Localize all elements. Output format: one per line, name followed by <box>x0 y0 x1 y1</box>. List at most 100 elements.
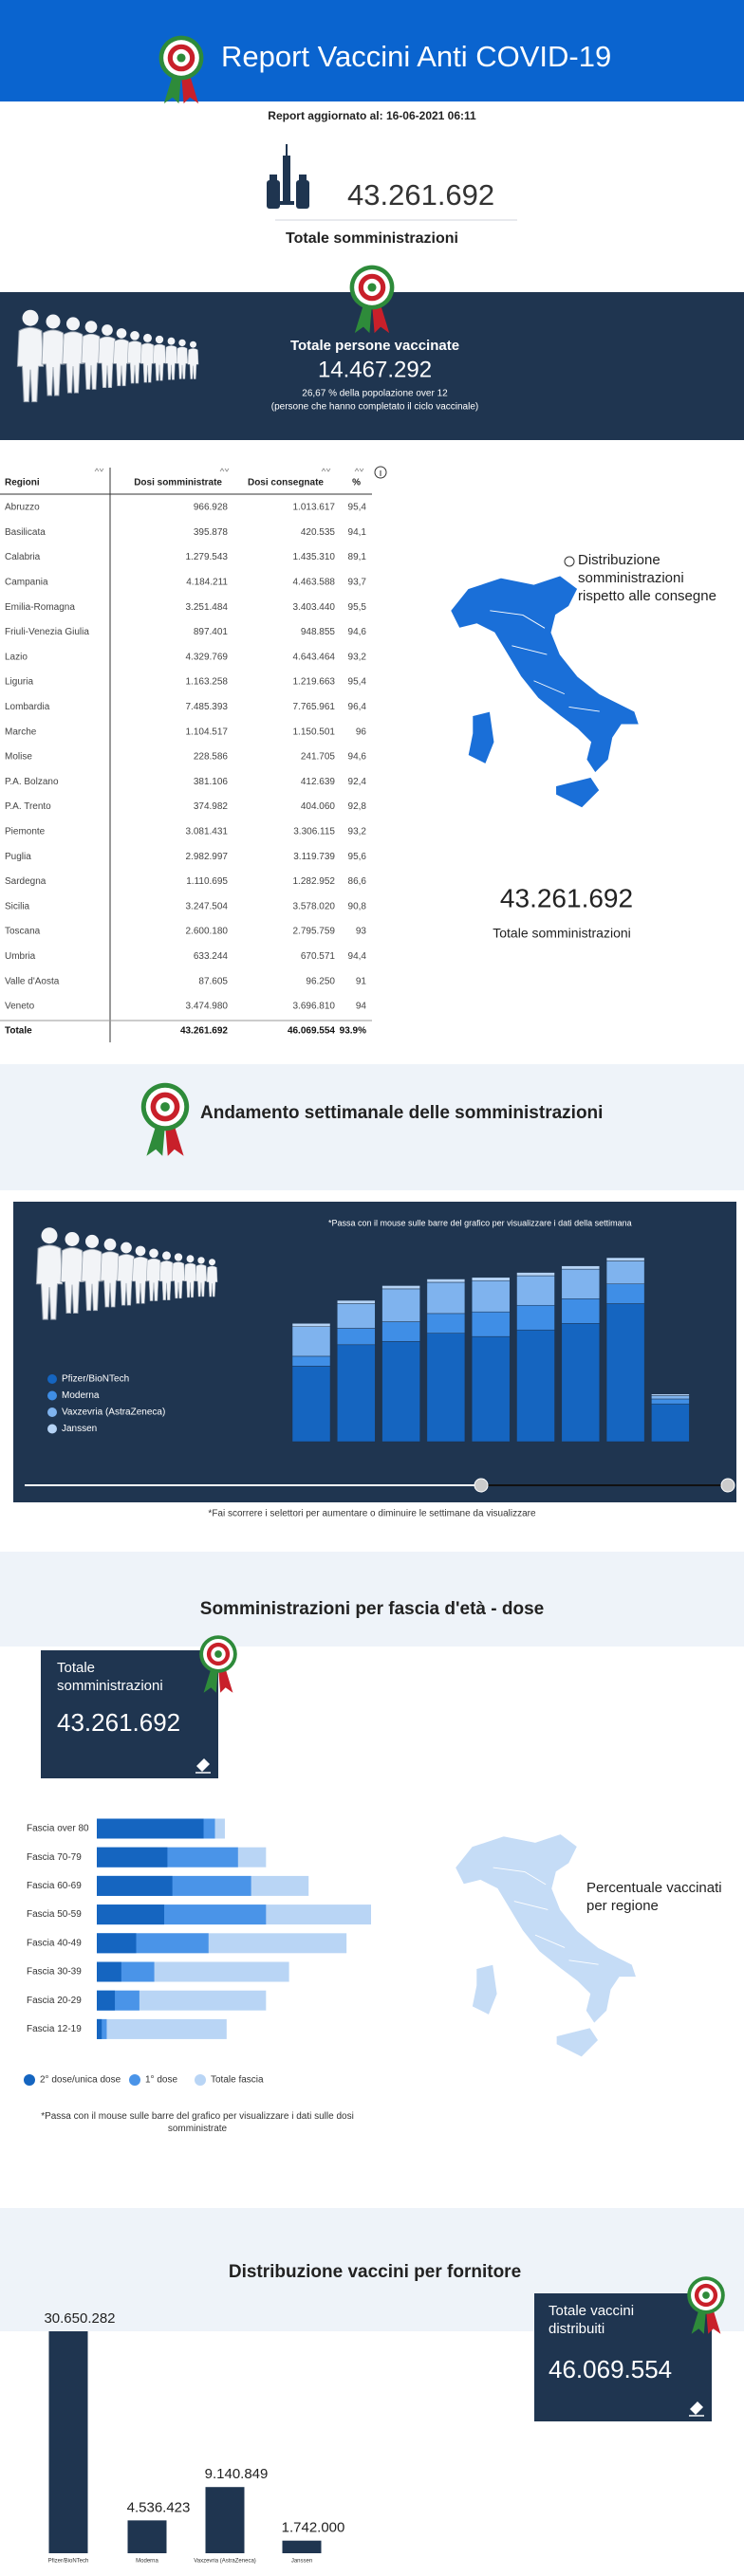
table-cell: 7.765.961 <box>293 702 336 712</box>
italy-map[interactable] <box>450 575 640 809</box>
y-tick-label: Fascia 40-49 <box>27 1938 82 1948</box>
table-cell: 93,2 <box>348 827 367 837</box>
table-cell: 1.163.258 <box>186 677 229 688</box>
sort-arrows[interactable] <box>219 468 230 472</box>
bar-segment[interactable] <box>471 1277 511 1281</box>
total-cell: 46.069.554 <box>288 1026 335 1037</box>
bar[interactable] <box>97 1961 121 1982</box>
info-icon[interactable] <box>564 556 575 567</box>
bar[interactable] <box>97 2018 102 2039</box>
bar[interactable] <box>205 2487 245 2553</box>
value-label: 4.536.423 <box>127 2499 191 2515</box>
box-label: Totale vaccini distribuiti <box>549 2303 635 2337</box>
region-name: Valle d'Aosta <box>5 976 60 986</box>
y-tick-label: Fascia 60-69 <box>27 1881 82 1891</box>
y-tick-label: Fascia 30-39 <box>27 1967 82 1978</box>
table-cell: 404.060 <box>301 801 336 812</box>
table-cell: 94,6 <box>348 752 367 763</box>
bar-segment[interactable] <box>337 1303 376 1329</box>
bar-segment[interactable] <box>291 1366 331 1443</box>
bar[interactable] <box>97 1847 168 1868</box>
bar-segment[interactable] <box>291 1323 331 1328</box>
bar-segment[interactable] <box>426 1281 466 1315</box>
bar-segment[interactable] <box>291 1326 331 1357</box>
column-header[interactable]: % <box>352 478 361 488</box>
legend-marker <box>47 1374 57 1384</box>
bar[interactable] <box>97 1875 173 1896</box>
bar-segment[interactable] <box>605 1283 645 1304</box>
bar-segment[interactable] <box>381 1321 420 1342</box>
sort-arrows[interactable] <box>354 468 364 472</box>
table-cell: 420.535 <box>301 527 336 538</box>
bar-segment[interactable] <box>651 1395 690 1400</box>
sort-arrows[interactable] <box>321 468 331 472</box>
info-icon[interactable] <box>374 466 387 479</box>
bar-segment[interactable] <box>561 1268 601 1299</box>
bar-segment[interactable] <box>471 1311 511 1337</box>
table-cell: 2.795.759 <box>293 927 336 937</box>
region-name: Marche <box>5 727 37 737</box>
bar-segment[interactable] <box>516 1275 555 1306</box>
total-doses-label: Totale somministrazioni <box>286 230 458 247</box>
bar[interactable] <box>48 2331 88 2553</box>
bar-segment[interactable] <box>516 1272 555 1277</box>
table-cell: 3.081.431 <box>186 827 229 837</box>
bar[interactable] <box>97 1933 137 1954</box>
bar-segment[interactable] <box>561 1323 601 1443</box>
bar-segment[interactable] <box>651 1403 690 1443</box>
table-cell: 2.600.180 <box>186 927 229 937</box>
bar[interactable] <box>97 2018 227 2039</box>
legend-label: Pfizer/BioNTech <box>62 1374 129 1385</box>
total-box <box>41 1650 218 1778</box>
legend-marker <box>129 2074 140 2086</box>
table-cell: 1.435.310 <box>293 552 336 562</box>
bar-segment[interactable] <box>337 1299 376 1304</box>
bar[interactable] <box>97 1990 116 2011</box>
bar[interactable] <box>97 1904 165 1925</box>
bar-segment[interactable] <box>426 1333 466 1443</box>
bar-segment[interactable] <box>561 1265 601 1270</box>
column-header[interactable]: Dosi somministrate <box>134 478 222 488</box>
slider-handle[interactable] <box>474 1478 489 1493</box>
bar[interactable] <box>97 1818 204 1839</box>
header-title: Report Vaccini Anti COVID-19 <box>221 40 611 73</box>
vial <box>267 180 280 209</box>
bar-segment[interactable] <box>605 1303 645 1443</box>
slider-handle[interactable] <box>720 1478 735 1493</box>
bar-segment[interactable] <box>471 1335 511 1443</box>
table-cell: 412.639 <box>301 777 336 787</box>
table-cell: 3.403.440 <box>293 602 336 613</box>
bar-segment[interactable] <box>426 1279 466 1283</box>
bar-segment[interactable] <box>516 1304 555 1331</box>
legend-label: Vaxzevria (AstraZeneca) <box>62 1408 165 1418</box>
bar-segment[interactable] <box>337 1344 376 1443</box>
table-cell: 93,2 <box>348 652 367 662</box>
italy-map[interactable] <box>455 1833 638 2058</box>
column-header[interactable]: Dosi consegnate <box>248 478 324 488</box>
region-name: Piemonte <box>5 827 46 837</box>
column-header[interactable]: Regioni <box>5 478 40 488</box>
sort-arrows[interactable] <box>94 468 104 472</box>
bar-segment[interactable] <box>291 1355 331 1367</box>
bar-segment[interactable] <box>605 1257 645 1261</box>
legend-marker <box>47 1390 57 1401</box>
bar-segment[interactable] <box>426 1313 466 1334</box>
bar-segment[interactable] <box>381 1288 420 1322</box>
total-doses: 43.261.692 <box>347 178 494 212</box>
bar-segment[interactable] <box>561 1298 601 1324</box>
vial-cap <box>270 175 277 180</box>
bar-segment[interactable] <box>381 1285 420 1290</box>
bar-segment[interactable] <box>651 1398 690 1405</box>
bar-segment[interactable] <box>337 1328 376 1346</box>
bar[interactable] <box>282 2540 322 2553</box>
bar[interactable] <box>127 2520 167 2553</box>
table-cell: 948.855 <box>301 627 336 637</box>
bar-segment[interactable] <box>381 1341 420 1443</box>
map-total-label: Totale somministrazioni <box>493 926 631 941</box>
table-cell: 4.643.464 <box>293 652 336 662</box>
bar-segment[interactable] <box>516 1329 555 1443</box>
bar-segment[interactable] <box>471 1280 511 1313</box>
region-name: Emilia-Romagna <box>5 602 75 613</box>
bar-segment[interactable] <box>651 1393 690 1396</box>
bar-segment[interactable] <box>605 1260 645 1284</box>
